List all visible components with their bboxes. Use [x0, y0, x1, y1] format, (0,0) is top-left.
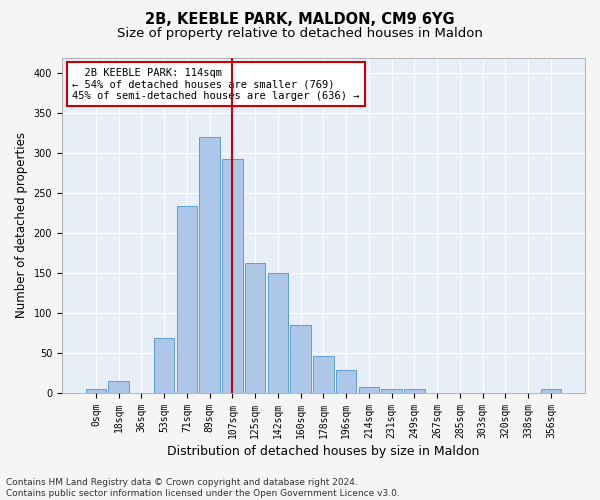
Bar — [222, 159, 242, 392]
Text: Contains HM Land Registry data © Crown copyright and database right 2024.
Contai: Contains HM Land Registry data © Crown c… — [6, 478, 400, 498]
Bar — [336, 370, 356, 392]
Bar — [176, 206, 197, 392]
X-axis label: Distribution of detached houses by size in Maldon: Distribution of detached houses by size … — [167, 444, 479, 458]
Bar — [86, 390, 106, 392]
Bar — [245, 262, 265, 392]
Bar — [359, 387, 379, 392]
Bar — [313, 356, 334, 393]
Text: 2B, KEEBLE PARK, MALDON, CM9 6YG: 2B, KEEBLE PARK, MALDON, CM9 6YG — [145, 12, 455, 28]
Bar — [154, 338, 175, 392]
Bar — [404, 390, 425, 392]
Bar — [109, 380, 129, 392]
Text: Size of property relative to detached houses in Maldon: Size of property relative to detached ho… — [117, 28, 483, 40]
Bar — [382, 388, 402, 392]
Bar — [199, 138, 220, 392]
Bar — [541, 390, 561, 392]
Y-axis label: Number of detached properties: Number of detached properties — [15, 132, 28, 318]
Text: 2B KEEBLE PARK: 114sqm
← 54% of detached houses are smaller (769)
45% of semi-de: 2B KEEBLE PARK: 114sqm ← 54% of detached… — [73, 68, 360, 101]
Bar — [268, 273, 288, 392]
Bar — [290, 325, 311, 392]
